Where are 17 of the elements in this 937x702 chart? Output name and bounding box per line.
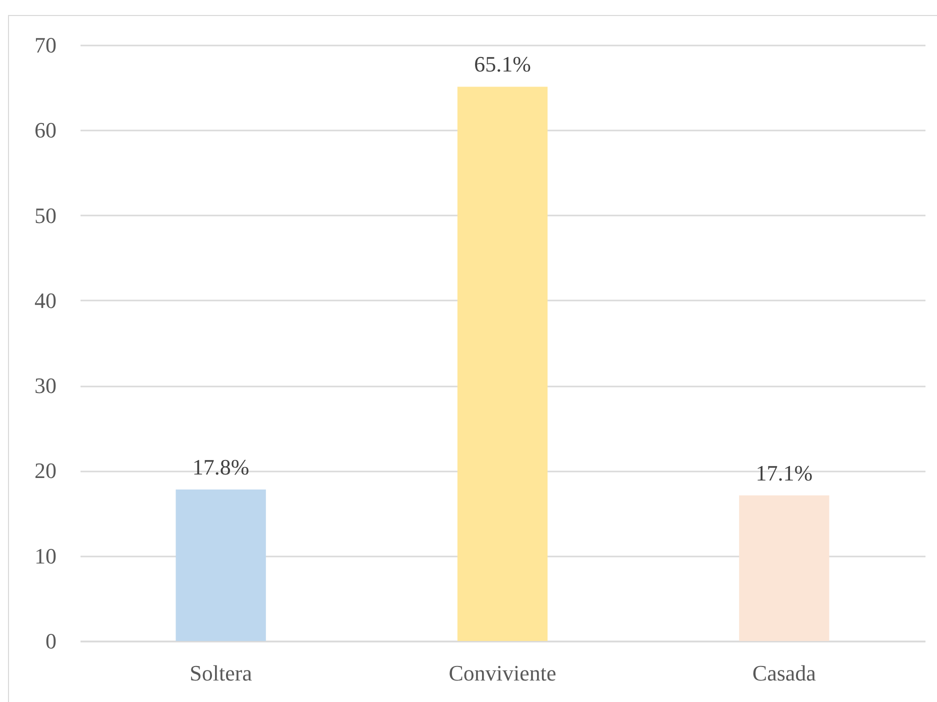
y-tick-label: 70 (34, 32, 56, 58)
bar (176, 489, 266, 641)
y-tick-label: 50 (34, 202, 56, 228)
data-label: 17.1% (756, 460, 813, 486)
y-tick-label: 0 (46, 628, 56, 654)
x-tick-label: Soltera (190, 660, 252, 686)
bar (739, 495, 830, 641)
x-tick-label: Conviviente (448, 660, 556, 686)
y-tick-label: 10 (34, 543, 56, 568)
y-tick-label: 40 (34, 288, 56, 313)
data-label: 17.8% (192, 454, 250, 480)
y-tick-label: 30 (34, 373, 56, 398)
y-tick-label: 20 (34, 458, 56, 484)
x-tick-label: Casada (752, 660, 816, 686)
y-tick-label: 60 (34, 118, 56, 143)
data-label: 65.1% (474, 52, 531, 77)
bar (457, 86, 548, 641)
